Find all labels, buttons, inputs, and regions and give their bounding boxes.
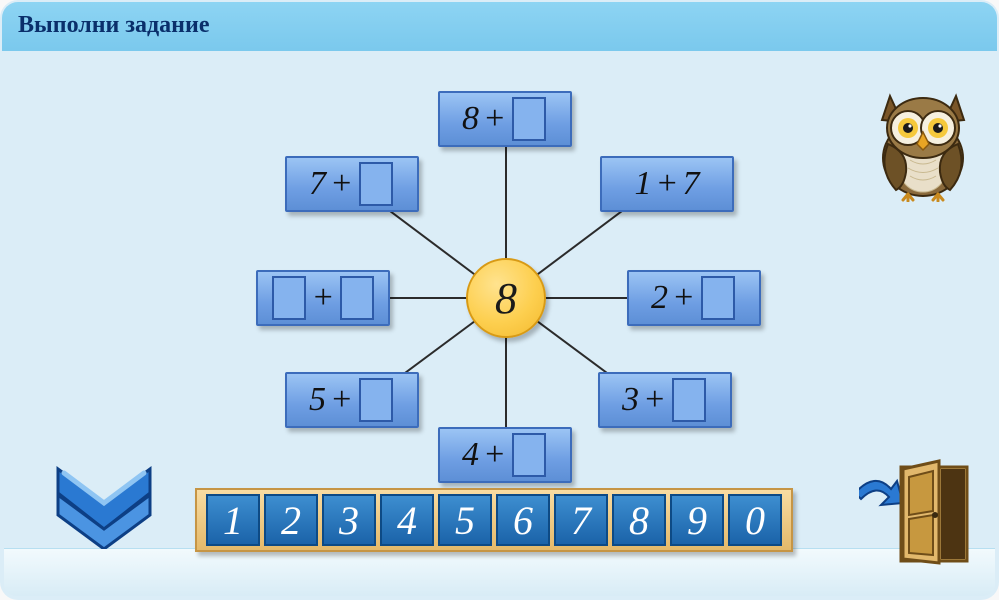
card-top[interactable]: 8+: [438, 91, 572, 147]
number-tile-0[interactable]: 0: [728, 494, 782, 546]
blank-slot[interactable]: [340, 276, 374, 320]
title-bar: Выполни задание: [2, 2, 997, 51]
card-segment: 7: [309, 165, 326, 203]
number-tile-4[interactable]: 4: [380, 494, 434, 546]
card-segment: 2: [651, 279, 668, 317]
number-tile-9[interactable]: 9: [670, 494, 724, 546]
center-circle: 8: [466, 258, 546, 338]
blank-slot[interactable]: [512, 97, 546, 141]
bottom-bar: [4, 548, 995, 596]
number-tile-2[interactable]: 2: [264, 494, 318, 546]
card-segment: +: [483, 100, 506, 138]
card-bottom[interactable]: 4+: [438, 427, 572, 483]
card-r[interactable]: 2+: [627, 270, 761, 326]
card-bl[interactable]: 5+: [285, 372, 419, 428]
card-segment: +: [330, 165, 353, 203]
card-segment: +: [656, 165, 679, 203]
card-segment: 3: [622, 381, 639, 419]
card-br[interactable]: 3+: [598, 372, 732, 428]
main-area: 8 8+1+72+3+4+5++7+: [2, 51, 997, 548]
blank-slot[interactable]: [701, 276, 735, 320]
card-segment: +: [330, 381, 353, 419]
card-segment: 4: [462, 436, 479, 474]
number-tile-1[interactable]: 1: [206, 494, 260, 546]
number-tile-7[interactable]: 7: [554, 494, 608, 546]
number-tile-3[interactable]: 3: [322, 494, 376, 546]
blank-slot[interactable]: [359, 378, 393, 422]
card-tl[interactable]: 7+: [285, 156, 419, 212]
card-l[interactable]: +: [256, 270, 390, 326]
card-segment: 7: [682, 165, 699, 203]
card-segment: 8: [462, 100, 479, 138]
chevron-down-icon: [50, 453, 158, 549]
exit-door-icon[interactable]: [859, 459, 949, 559]
blank-slot[interactable]: [272, 276, 306, 320]
number-tile-6[interactable]: 6: [496, 494, 550, 546]
card-segment: +: [643, 381, 666, 419]
center-value: 8: [495, 273, 517, 324]
card-segment: 1: [635, 165, 652, 203]
card-tr[interactable]: 1+7: [600, 156, 734, 212]
blank-slot[interactable]: [359, 162, 393, 206]
card-segment: 5: [309, 381, 326, 419]
app-frame: Выполни задание 8 8+1+72+3+4+5++7+: [2, 2, 997, 598]
card-segment: +: [483, 436, 506, 474]
owl-icon[interactable]: [868, 82, 978, 202]
card-segment: +: [672, 279, 695, 317]
number-tile-8[interactable]: 8: [612, 494, 666, 546]
number-tile-5[interactable]: 5: [438, 494, 492, 546]
number-tray: 1234567890: [195, 488, 793, 552]
blank-slot[interactable]: [512, 433, 546, 477]
page-title: Выполни задание: [18, 12, 209, 39]
blank-slot[interactable]: [672, 378, 706, 422]
card-segment: +: [312, 279, 335, 317]
